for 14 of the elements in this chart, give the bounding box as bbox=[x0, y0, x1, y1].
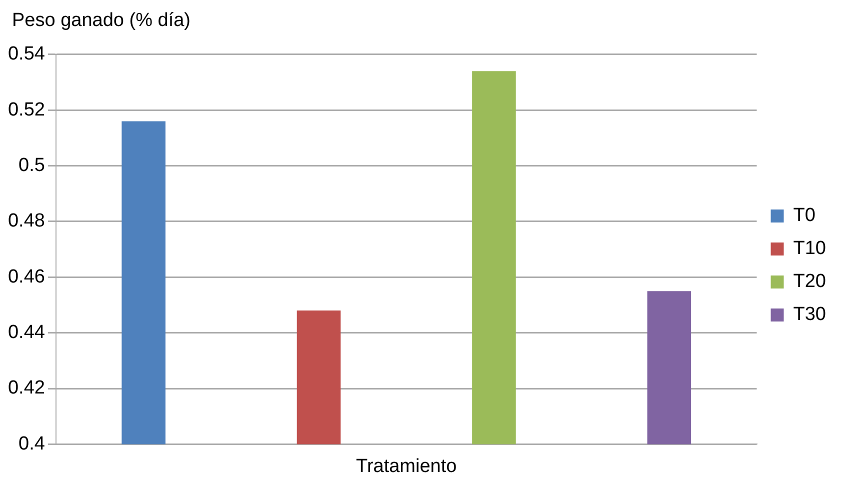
legend-label: T30 bbox=[793, 304, 826, 326]
y-tick-label: 0.52 bbox=[8, 99, 45, 120]
legend-label: T20 bbox=[793, 271, 826, 292]
y-tick-label: 0.5 bbox=[18, 155, 45, 176]
y-tick-label: 0.54 bbox=[8, 44, 46, 65]
legend-label: T10 bbox=[793, 238, 826, 260]
x-tick-label: Tratamiento bbox=[356, 456, 457, 477]
y-tick-label: 0.48 bbox=[8, 210, 45, 232]
y-tick-label: 0.42 bbox=[8, 378, 45, 399]
y-tick-label: 0.46 bbox=[8, 266, 45, 288]
y-axis-title: Peso ganado (% día) bbox=[12, 10, 191, 32]
y-tick-label: 0.44 bbox=[8, 322, 46, 344]
legend-label: T0 bbox=[793, 205, 816, 226]
y-tick-label: 0.4 bbox=[18, 433, 46, 454]
